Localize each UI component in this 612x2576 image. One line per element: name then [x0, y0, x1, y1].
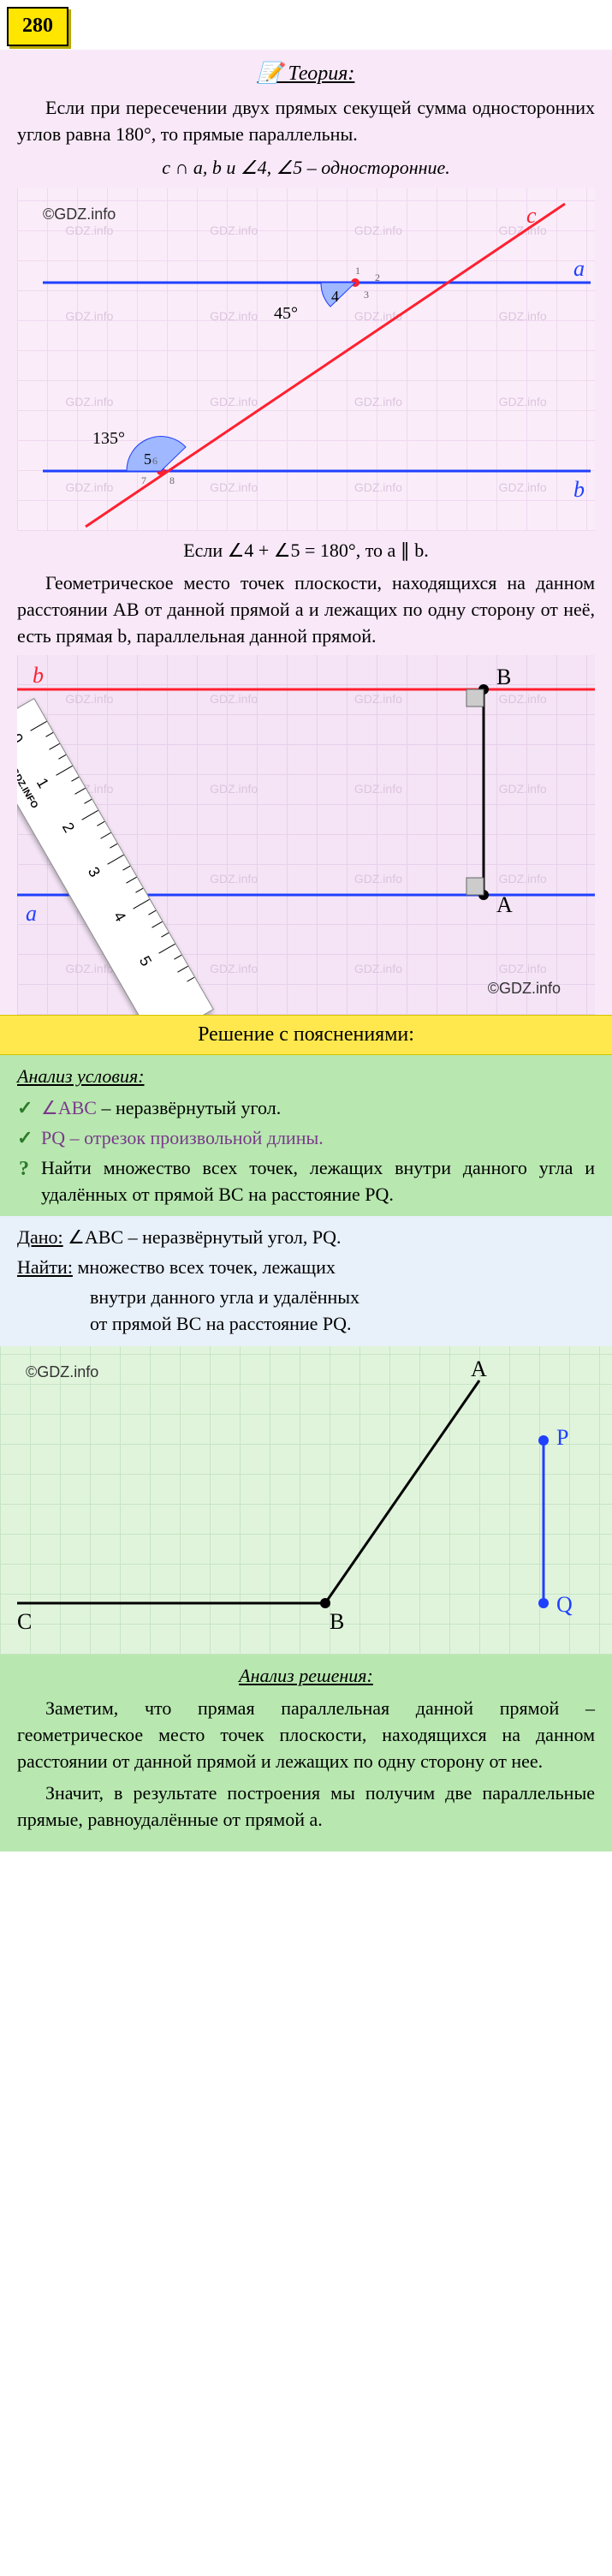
svg-text:5: 5	[144, 450, 152, 468]
svg-text:6: 6	[152, 455, 157, 467]
svg-text:P: P	[556, 1425, 568, 1450]
theory-formula: c ∩ a, b и ∠4, ∠5 – односторонние.	[17, 155, 595, 182]
svg-text:B: B	[330, 1609, 344, 1634]
svg-text:7: 7	[141, 474, 146, 486]
copyright-label-2: ©GDZ.info	[488, 978, 561, 999]
svg-text:B: B	[496, 665, 511, 689]
svg-text:1: 1	[355, 265, 360, 277]
theory-header: Теория:	[17, 60, 595, 89]
dano-line: Дано: ∠ABC – неразвёрнутый угол, PQ.	[17, 1225, 595, 1251]
find-line: Найти: множество всех точек, лежащих	[17, 1255, 595, 1281]
analysis-section: Анализ условия: ∠ABC – неразвёрнутый уго…	[0, 1055, 612, 1216]
svg-text:135°: 135°	[92, 429, 125, 448]
svg-text:b: b	[33, 663, 44, 688]
theory-para-2: Геометрическое место точек плоскости, на…	[17, 570, 595, 649]
find-cont-1: внутри данного угла и удалённых	[17, 1285, 595, 1311]
given-section: Дано: ∠ABC – неразвёрнутый угол, PQ. Най…	[0, 1216, 612, 1345]
svg-text:A: A	[471, 1357, 487, 1381]
svg-text:a: a	[26, 901, 37, 926]
svg-text:45°: 45°	[274, 304, 298, 323]
check-item-2: PQ – отрезок произвольной длины.	[17, 1125, 595, 1152]
svg-text:C: C	[17, 1609, 32, 1634]
find-cont-2: от прямой BC на расстояние PQ.	[17, 1311, 595, 1338]
analysis-title: Анализ условия:	[17, 1064, 595, 1090]
diagram-ruler: GDZ.infoGDZ.infoGDZ.infoGDZ.info GDZ.inf…	[17, 655, 595, 1015]
svg-text:3: 3	[364, 289, 369, 301]
diagram-parallel-lines: GDZ.infoGDZ.infoGDZ.infoGDZ.info GDZ.inf…	[17, 188, 595, 531]
analysis2-para-1: Заметим, что прямая параллельная данной …	[17, 1696, 595, 1774]
question-item: Найти множество всех точек, лежащих внут…	[17, 1155, 595, 1208]
page-number-badge: 280	[7, 7, 68, 46]
svg-text:a: a	[573, 256, 585, 281]
diagram1-svg: a b c 4 45° 5 135° 1 2 3 6 7 8	[17, 188, 595, 531]
svg-text:4: 4	[331, 288, 339, 305]
solution-header: Решение с пояснениями:	[0, 1015, 612, 1056]
svg-text:8: 8	[169, 474, 175, 486]
theory-conclusion: Если ∠4 + ∠5 = 180°, то a ∥ b.	[17, 538, 595, 564]
theory-para-1: Если при пересечении двух прямых секущей…	[17, 95, 595, 148]
analysis2-title: Анализ решения:	[17, 1663, 595, 1690]
svg-text:2: 2	[375, 271, 380, 283]
diagram-angle: ©GDZ.info A B C P Q	[0, 1346, 612, 1655]
check-item-1: ∠ABC – неразвёрнутый угол.	[17, 1095, 595, 1122]
diagram3-svg: A B C P Q	[0, 1346, 612, 1655]
svg-text:c: c	[526, 203, 537, 228]
svg-text:Q: Q	[556, 1592, 573, 1617]
svg-text:b: b	[573, 477, 585, 502]
theory-section: Теория: Если при пересечении двух прямых…	[0, 50, 612, 1015]
svg-text:A: A	[496, 892, 513, 917]
theory-formula-text: c ∩ a, b и ∠4, ∠5 – односторонние.	[162, 157, 450, 178]
analysis2-para-2: Значит, в результате построения мы получ…	[17, 1780, 595, 1834]
analysis-solution-section: Анализ решения: Заметим, что прямая пара…	[0, 1655, 612, 1852]
